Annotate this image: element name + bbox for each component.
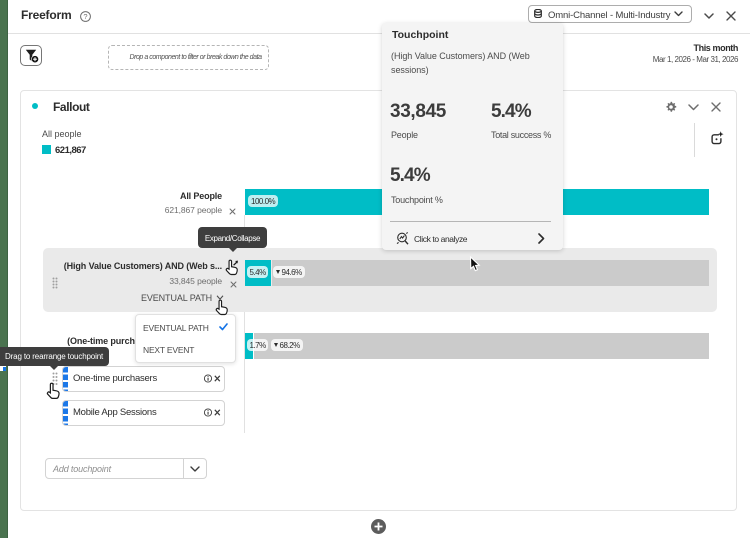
svg-text:?: ? <box>83 12 87 21</box>
